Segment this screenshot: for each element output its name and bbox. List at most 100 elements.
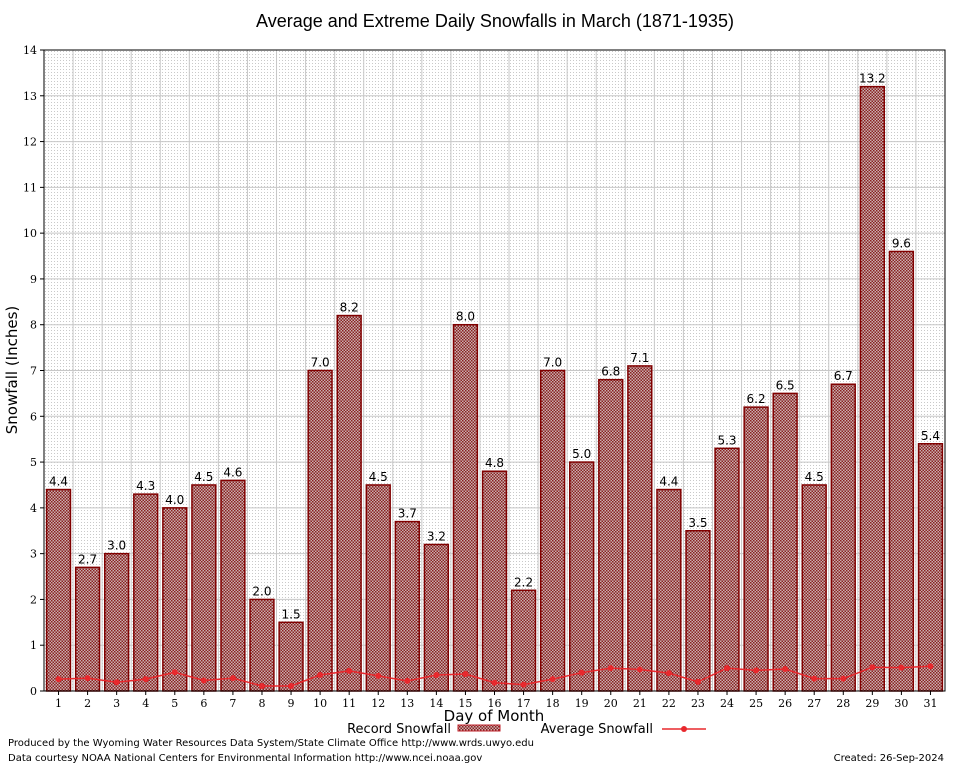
y-tick-label: 14 <box>23 44 37 57</box>
x-tick-label: 22 <box>662 697 676 710</box>
x-tick-label: 21 <box>633 697 647 710</box>
x-tick-label: 26 <box>778 697 792 710</box>
x-tick-label: 27 <box>807 697 821 710</box>
bar-value-label: 4.5 <box>805 470 824 484</box>
legend-average-marker <box>681 726 687 732</box>
bar-day-24 <box>714 447 740 692</box>
average-point-day-7 <box>229 675 236 682</box>
average-point-day-31 <box>927 663 934 670</box>
bar-value-label: 6.2 <box>747 392 766 406</box>
x-tick-label: 12 <box>371 697 385 710</box>
average-point-day-14 <box>433 671 440 678</box>
y-tick-label: 2 <box>30 593 37 606</box>
bar-day-26 <box>772 392 798 692</box>
average-point-day-11 <box>346 667 353 674</box>
bar-value-label: 4.5 <box>369 470 388 484</box>
average-point-day-20 <box>607 665 614 672</box>
bar-value-label: 6.7 <box>834 369 853 383</box>
plot-area: 4.4 2.7 3.0 4.3 4.0 4.5 4.6 2.0 1.5 7.0 8.2 4.5 3.7 3… <box>43 49 946 692</box>
x-tick-label: 3 <box>113 697 120 710</box>
x-tick-label: 4 <box>142 697 149 710</box>
average-point-day-6 <box>200 677 207 684</box>
average-point-day-12 <box>375 672 382 679</box>
average-snowfall-line <box>55 663 934 689</box>
average-point-day-1 <box>55 676 62 683</box>
legend-record-label: Record Snowfall <box>347 722 451 737</box>
x-tick-label: 9 <box>288 697 295 710</box>
bar-day-20 <box>598 378 624 692</box>
y-tick-label: 12 <box>23 136 37 149</box>
y-tick-label: 4 <box>30 502 37 515</box>
bar-value-label: 7.0 <box>543 356 562 370</box>
average-point-day-24 <box>724 665 731 672</box>
bar-day-31 <box>917 443 944 692</box>
x-axis-label: Day of Month <box>444 707 545 725</box>
bar-day-3 <box>103 552 130 692</box>
bar-day-16 <box>481 470 508 692</box>
y-tick-label: 11 <box>23 181 37 194</box>
bar-value-label: 3.2 <box>427 529 446 543</box>
x-tick-label: 2 <box>84 697 91 710</box>
average-point-day-10 <box>317 671 324 678</box>
bar-value-label: 4.6 <box>223 465 242 479</box>
y-tick-label: 8 <box>30 319 37 332</box>
bar-value-label: 4.4 <box>659 475 678 489</box>
y-tick-label: 5 <box>30 456 37 469</box>
bar-day-2 <box>74 566 101 692</box>
bar-value-label: 8.0 <box>456 310 475 324</box>
x-tick-label: 16 <box>488 697 502 710</box>
x-tick-label: 29 <box>865 697 879 710</box>
legend-record-swatch <box>457 724 501 732</box>
average-point-day-25 <box>753 667 760 674</box>
average-point-day-13 <box>404 677 411 684</box>
bar-value-label: 7.1 <box>630 351 649 365</box>
x-tick-label: 6 <box>200 697 207 710</box>
x-tick-label: 18 <box>546 697 560 710</box>
average-point-day-26 <box>782 666 789 673</box>
x-tick-label: 11 <box>342 697 356 710</box>
x-tick-label: 14 <box>429 697 443 710</box>
bar-day-8 <box>249 598 275 692</box>
average-point-day-4 <box>142 676 149 683</box>
bar-day-9 <box>278 621 304 692</box>
y-tick-label: 10 <box>23 227 37 240</box>
y-tick-label: 6 <box>30 410 37 423</box>
x-axis-ticks: 1 2 3 4 5 6 7 8 9 10 11 12 13 14 15 16 17 18 19 20 21 22 23 24 2… <box>55 691 937 710</box>
bar-value-label: 6.8 <box>601 365 620 379</box>
chart-title: Average and Extreme Daily Snowfalls in M… <box>256 11 734 31</box>
bar-day-11 <box>336 314 362 692</box>
bar-day-1 <box>45 488 72 692</box>
bar-value-label: 6.5 <box>776 378 795 392</box>
bar-day-27 <box>801 484 827 692</box>
average-point-day-21 <box>636 666 643 673</box>
bar-value-label: 5.3 <box>717 433 736 447</box>
average-point-day-19 <box>578 669 585 676</box>
average-point-day-5 <box>171 669 178 676</box>
bar-value-label: 13.2 <box>859 72 886 86</box>
average-point-day-29 <box>869 664 876 671</box>
x-tick-label: 8 <box>258 697 265 710</box>
average-point-day-3 <box>113 679 120 686</box>
x-tick-label: 17 <box>517 697 531 710</box>
bar-day-18 <box>539 369 566 692</box>
bar-value-label: 8.2 <box>340 301 359 315</box>
bar-day-4 <box>133 493 159 692</box>
footer-data-credit: Data courtesy NOAA National Centers for … <box>8 753 483 764</box>
bar-value-label: 9.6 <box>892 236 911 250</box>
footer-created-date: Created: 26-Sep-2024 <box>833 753 944 764</box>
bar-value-label: 1.5 <box>282 607 301 621</box>
bar-day-10 <box>307 369 333 692</box>
bar-value-label: 2.7 <box>78 552 97 566</box>
average-point-day-15 <box>462 671 469 678</box>
x-tick-label: 24 <box>720 697 734 710</box>
x-tick-label: 28 <box>836 697 850 710</box>
average-point-day-16 <box>491 679 498 686</box>
average-point-day-2 <box>84 675 91 682</box>
x-tick-label: 31 <box>923 697 937 710</box>
x-tick-label: 23 <box>691 697 705 710</box>
bar-day-25 <box>743 406 769 692</box>
bar-value-label: 3.7 <box>398 507 417 521</box>
bar-value-label: 2.0 <box>252 584 271 598</box>
x-tick-label: 5 <box>171 697 178 710</box>
